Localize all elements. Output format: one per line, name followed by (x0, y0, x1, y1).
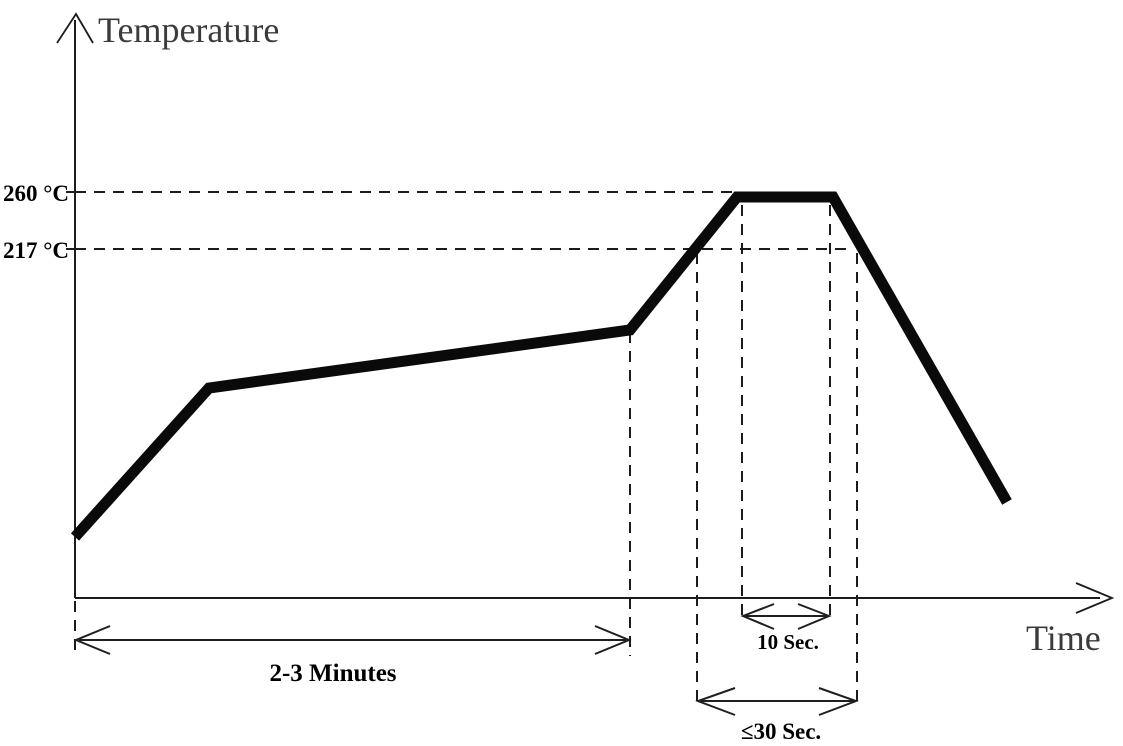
measure-preheat (73, 625, 632, 655)
measure-peak (740, 603, 832, 630)
y-axis-arrow-icon (56, 12, 94, 44)
measure-preheat-left-arrow-icon (73, 625, 111, 655)
annotation-liquidus: ≤30 Sec. (741, 719, 821, 744)
measure-peak-right-arrow-icon (797, 603, 832, 630)
y-axis-label: Temperature (98, 10, 279, 50)
annotation-preheat: 2-3 Minutes (269, 660, 396, 687)
measure-preheat-right-arrow-icon (594, 625, 632, 655)
measure-liquidus (695, 687, 859, 716)
tick-label-217: 217 °C (3, 238, 69, 263)
temperature-profile-line (70, 191, 1012, 541)
x-axis-label: Time (1026, 618, 1101, 658)
annotation-peak: 10 Sec. (757, 630, 819, 654)
measure-peak-left-arrow-icon (740, 603, 775, 630)
tick-label-260: 260 °C (3, 181, 69, 206)
measure-liquidus-right-arrow-icon (818, 687, 859, 716)
measure-liquidus-left-arrow-icon (695, 687, 736, 716)
x-axis-arrow-icon (1075, 582, 1115, 614)
